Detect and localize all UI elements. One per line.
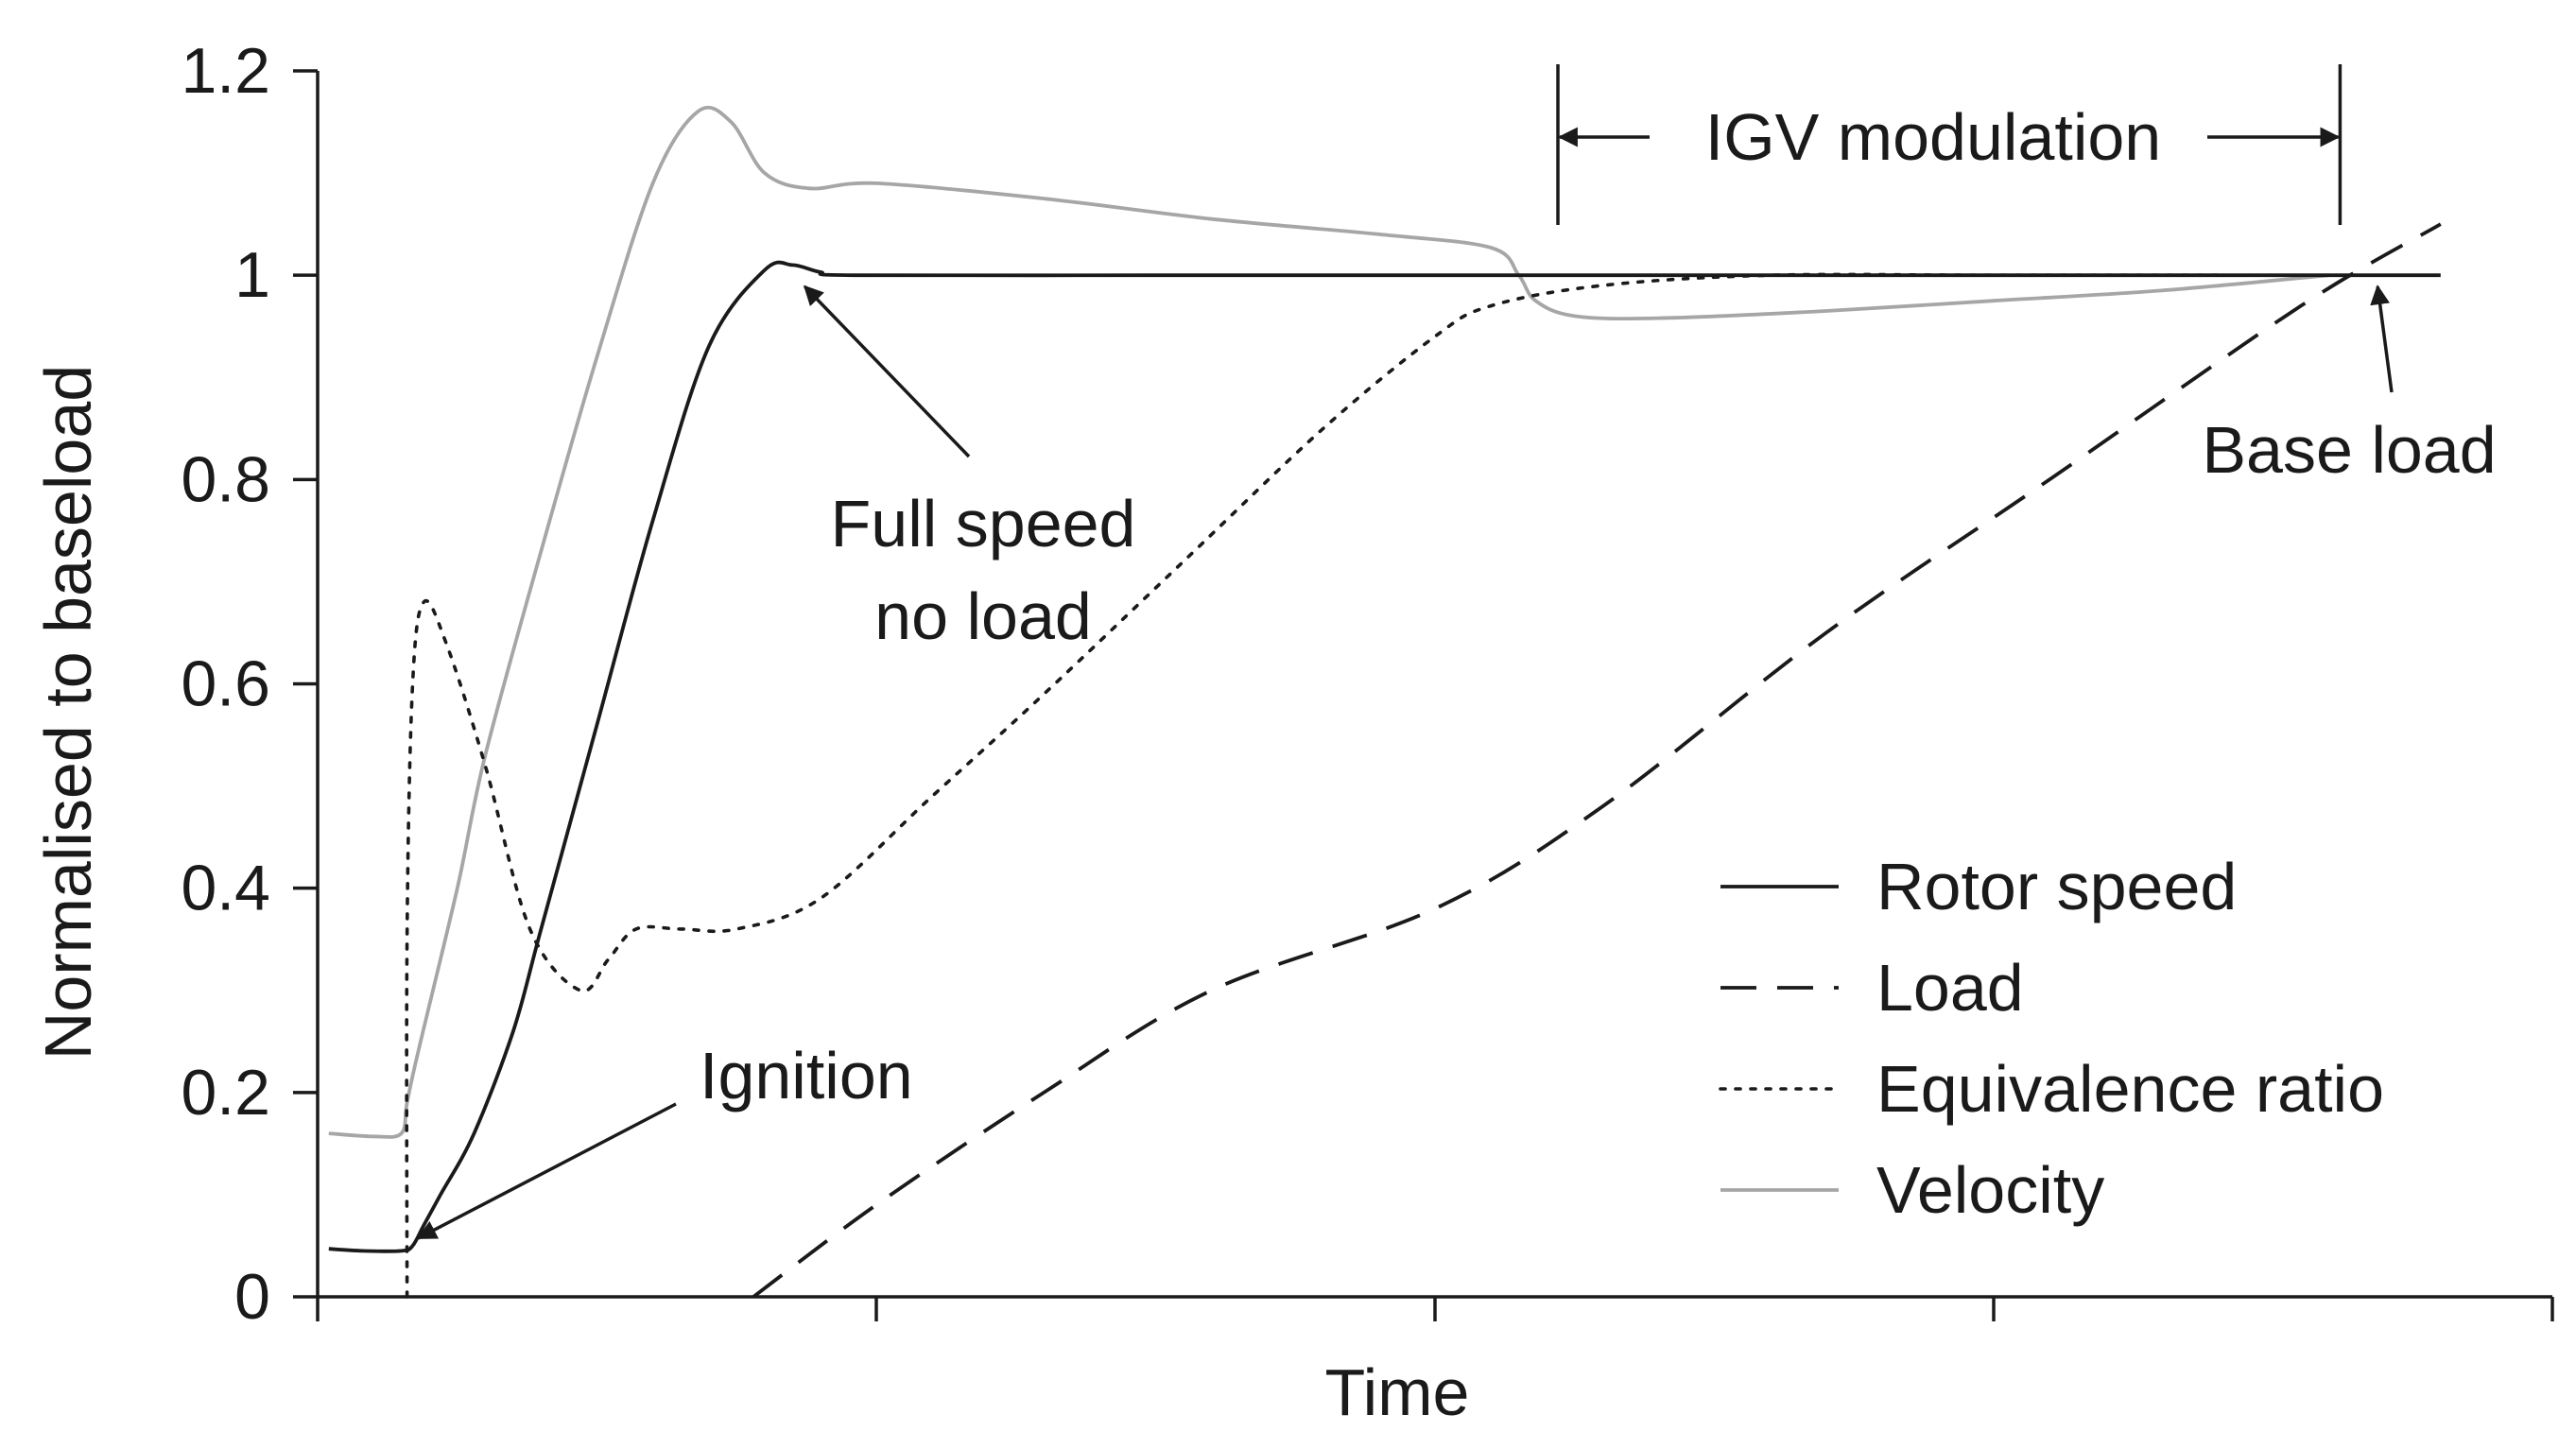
full-speed-no-load-label-line-1: Full speed <box>831 487 1136 561</box>
y-tick-label: 0.6 <box>181 648 270 720</box>
y-tick-label: 0.4 <box>181 853 270 924</box>
series-line-equivalence-ratio <box>405 272 2220 1299</box>
legend-label-load: Load <box>1876 951 2024 1025</box>
base-load-arrow <box>2370 285 2394 393</box>
y-tick-label: 0.8 <box>181 443 270 515</box>
y-tick-label: 1.2 <box>181 35 270 107</box>
series-line-velocity <box>328 105 2329 1139</box>
series-line-load <box>752 222 2442 1299</box>
y-axis-title: Normalised to baseload <box>31 365 105 1060</box>
annotation-layer: Ignition Full speed no load Base load IGV mo… <box>416 64 2497 1240</box>
legend-label-velocity: Velocity <box>1876 1153 2104 1227</box>
y-tick-label: 0.2 <box>181 1057 270 1129</box>
legend-label-equivalence-ratio: Equivalence ratio <box>1876 1052 2384 1126</box>
ignition-label: Ignition <box>700 1039 913 1113</box>
base-load-label: Base load <box>2202 413 2496 487</box>
igv-modulation-label: IGV modulation <box>1705 100 2161 174</box>
series-layer <box>328 105 2442 1299</box>
y-tick-label: 1 <box>234 239 270 311</box>
x-axis-title: Time <box>1325 1355 1470 1429</box>
full-speed-no-load-arrow <box>803 285 971 458</box>
y-tick-label: 0 <box>234 1261 270 1333</box>
legend-layer: Rotor speed Load Equivalence ratio Velocity <box>1719 850 2384 1227</box>
axes-layer: 0 0.2 0.4 0.6 0.8 1 1.2 Time Normalised to basel… <box>31 35 2554 1429</box>
full-speed-no-load-label-line-2: no load <box>874 579 1092 653</box>
legend-label-rotor-speed: Rotor speed <box>1876 850 2237 923</box>
ignition-arrow <box>416 1102 677 1240</box>
